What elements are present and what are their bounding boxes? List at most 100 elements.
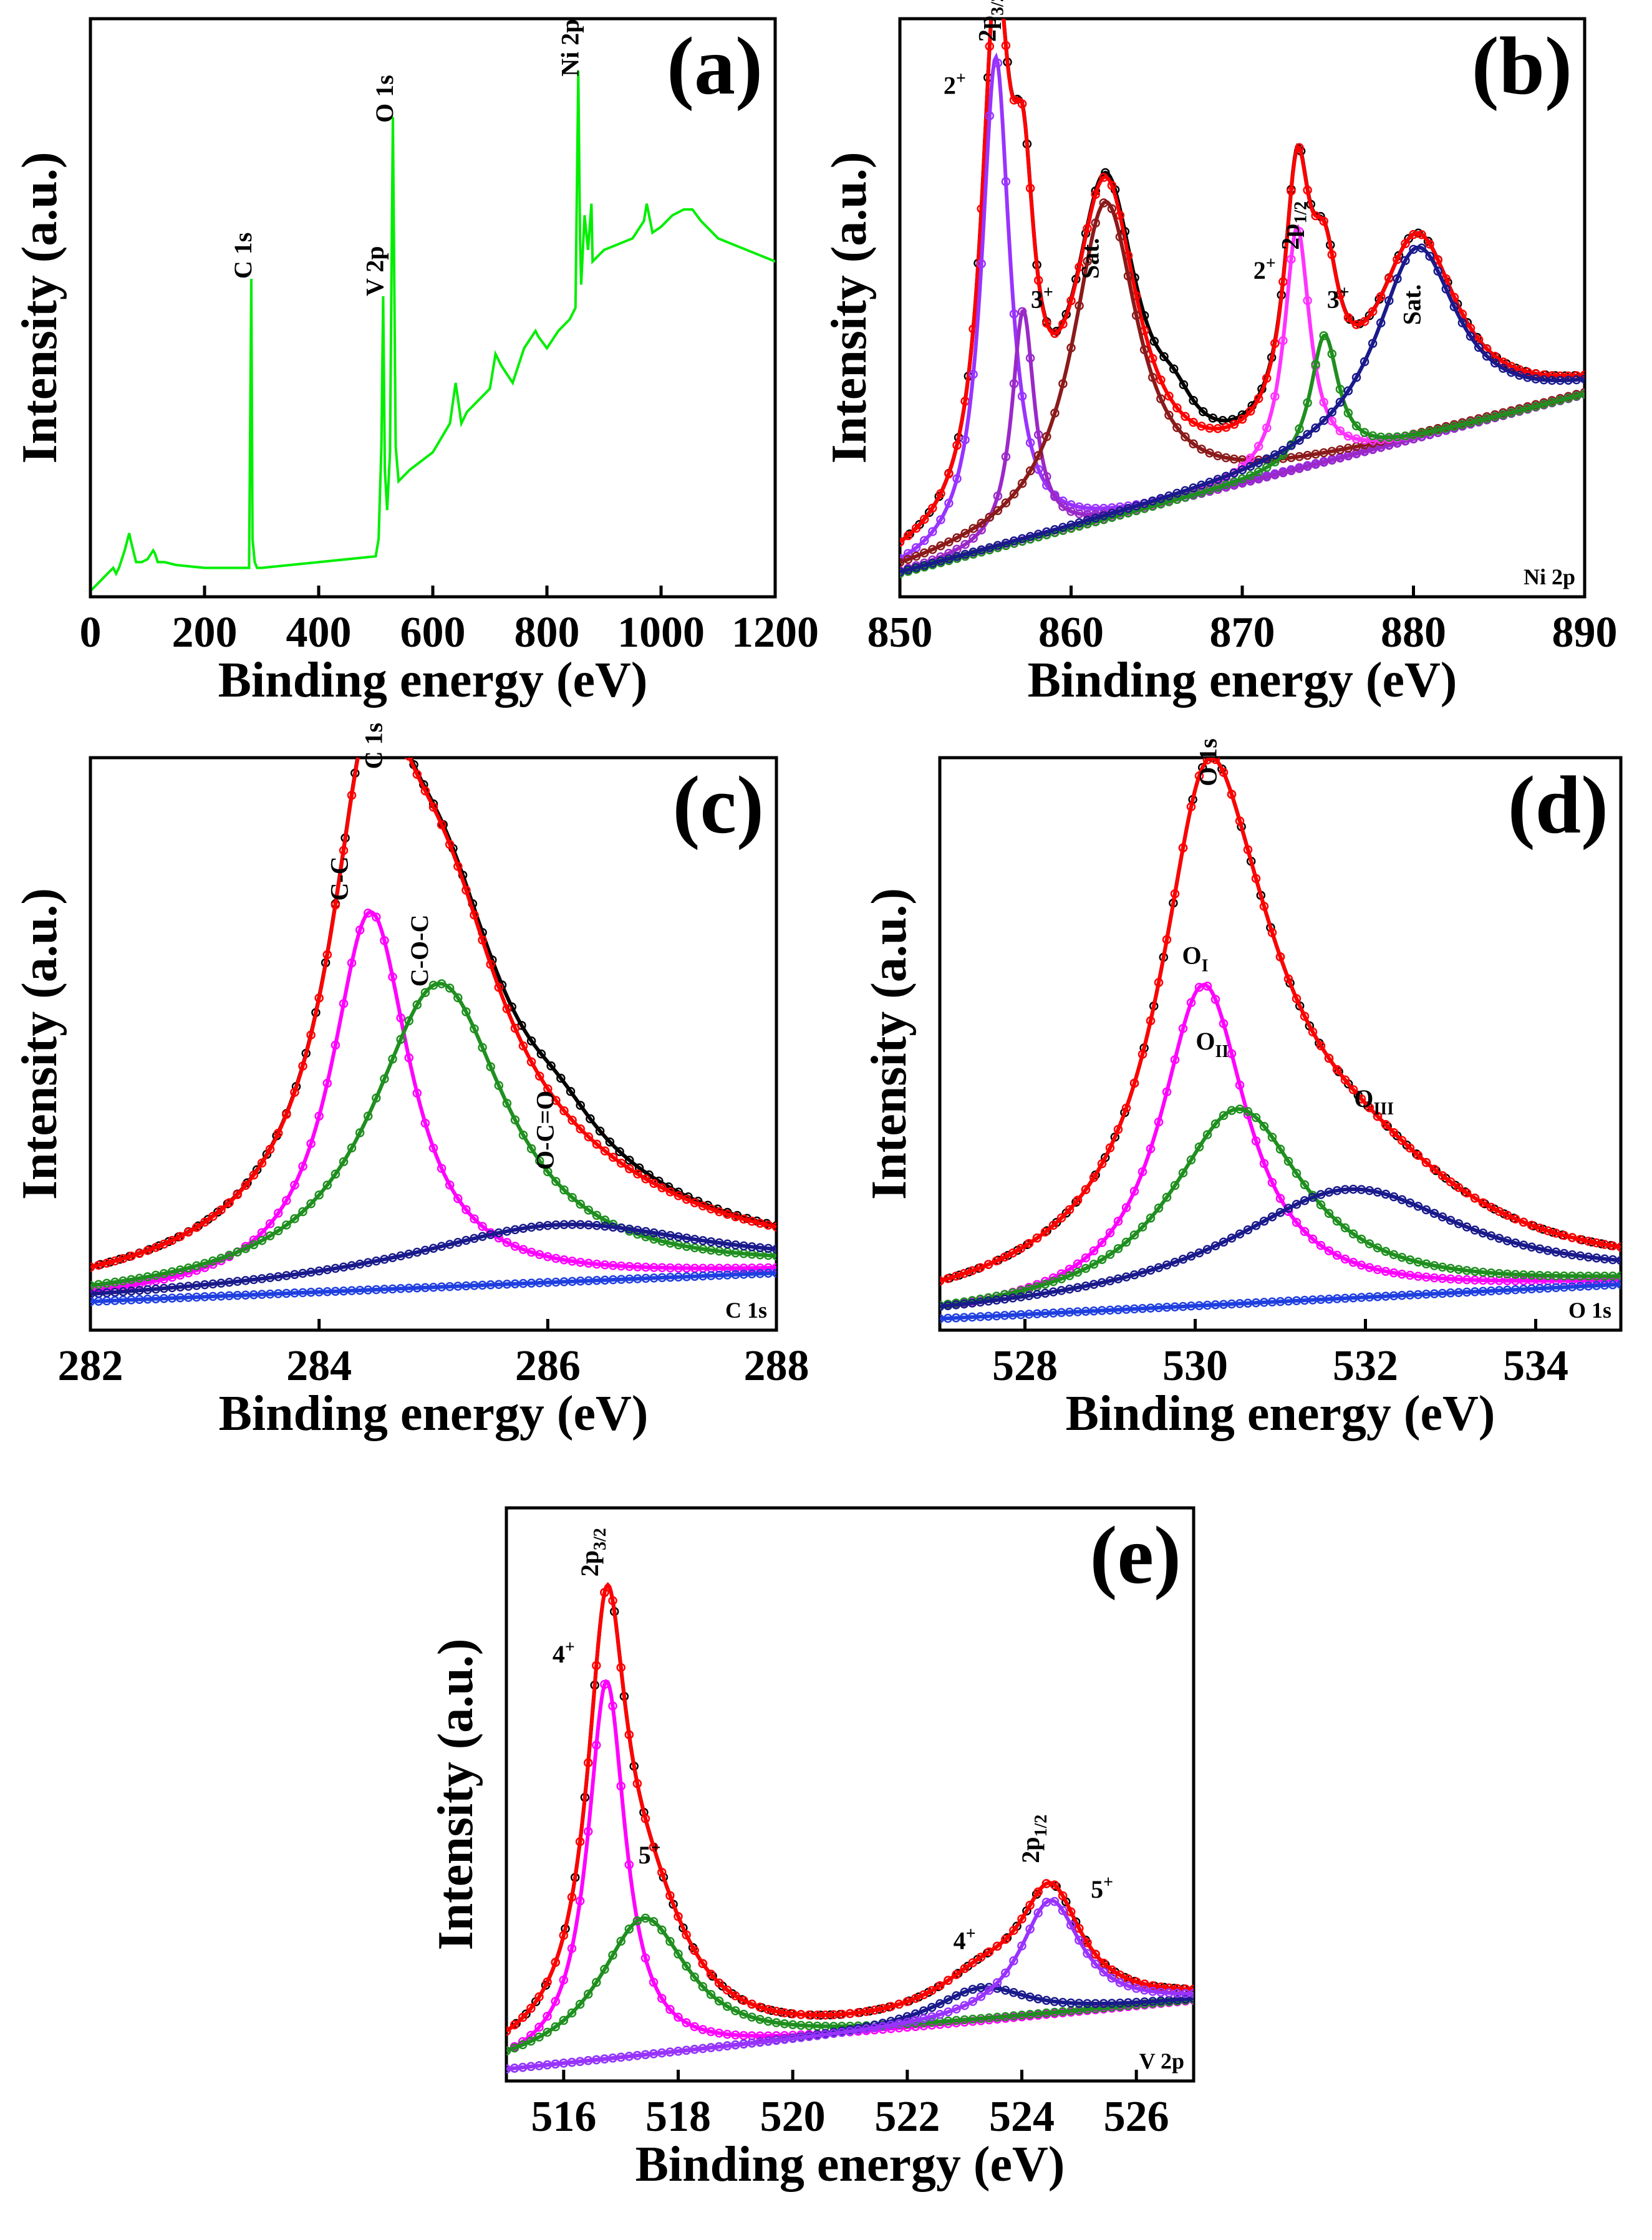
panel-c-marker — [518, 1224, 528, 1233]
panel-b-marker — [1441, 423, 1451, 433]
panel-b-marker — [1156, 494, 1166, 503]
panel-b-marker — [1025, 353, 1035, 363]
panel-c-xtick-label: 284 — [286, 1342, 352, 1390]
panel-d-marker — [1543, 1226, 1553, 1235]
panel-d-marker — [940, 1276, 945, 1286]
panel-c-marker — [290, 1214, 299, 1224]
panel-a-annotation-c-1s: C 1s — [229, 233, 257, 279]
panel-d-marker — [1300, 1180, 1310, 1190]
panel-c-marker — [355, 1128, 365, 1137]
panel-b-marker — [1303, 450, 1312, 460]
panel-b-marker — [1253, 442, 1263, 451]
panel-d-series-fit-envelope — [940, 758, 1621, 1283]
panel-d-marker — [1389, 1128, 1399, 1137]
panel-b-marker — [1189, 395, 1198, 405]
panel-c-marker — [478, 1232, 487, 1242]
panel-c-marker — [556, 1073, 566, 1083]
panel-b-marker — [1058, 523, 1068, 532]
panel-d-marker — [1616, 1280, 1621, 1289]
panel-b-marker — [1425, 239, 1434, 249]
panel-c-marker — [388, 1054, 397, 1064]
panel-e-marker — [575, 1896, 585, 1906]
panel-b-marker — [1311, 359, 1320, 369]
panel-d-marker — [1194, 1248, 1204, 1258]
panel-c-marker — [665, 1230, 675, 1240]
panel-d-marker — [1340, 1223, 1350, 1233]
panel-d-series-background — [940, 1282, 1621, 1321]
panel-c-marker — [420, 1245, 430, 1255]
panel-d-marker — [1283, 974, 1293, 983]
panel-d-marker — [1267, 1132, 1277, 1142]
panel-e-marker — [600, 1964, 609, 1974]
panel-e-marker — [1075, 1935, 1084, 1945]
panel-b-marker — [977, 518, 986, 528]
panel-b-marker — [911, 562, 921, 572]
panel-c-annotation-c-c: C-C — [326, 856, 354, 900]
panel-e-marker — [616, 1663, 626, 1673]
panel-b-marker — [1303, 398, 1312, 408]
panel-d-marker — [1429, 1164, 1439, 1174]
panel-c-marker — [771, 1251, 776, 1261]
panel-b-marker — [1368, 339, 1378, 349]
panel-d-marker — [959, 1268, 969, 1278]
panel-b-marker — [1351, 434, 1361, 444]
panel-e-marker — [1066, 1907, 1076, 1917]
panel-c-marker — [698, 1244, 708, 1254]
panel-d-marker — [1332, 1216, 1342, 1226]
panel-c-marker — [649, 1179, 659, 1189]
panel-e-marker — [960, 1964, 969, 1974]
panel-c: 282 284 286 288 Binding energy (eV) Intensity… — [12, 723, 809, 1441]
panel-b-marker — [1009, 95, 1019, 105]
panel-e-marker — [731, 2006, 740, 2016]
panel-b-marker — [1147, 496, 1157, 506]
panel-b-marker — [1449, 422, 1459, 432]
panel-b-marker — [1181, 492, 1190, 502]
panel-c-marker — [486, 1230, 495, 1240]
panel-c-marker — [470, 1024, 479, 1034]
panel-d-marker — [1016, 1243, 1026, 1253]
panel-b-marker — [1075, 518, 1084, 528]
panel-d-marker — [1437, 1171, 1447, 1180]
panel-c-marker — [437, 1242, 447, 1251]
panel-c-markers-c-o-c — [90, 979, 776, 1290]
panel-d-marker — [1146, 1016, 1156, 1026]
panel-d-marker — [1421, 1259, 1431, 1269]
panel-c-marker — [690, 1243, 700, 1253]
panel-d-annotation-oi: OI — [1182, 941, 1208, 975]
panel-b-marker — [1474, 342, 1484, 352]
panel-c-marker — [566, 1087, 576, 1096]
panel-e-marker — [1140, 1986, 1149, 1995]
panel-b-marker — [1449, 302, 1459, 312]
panel-e-marker — [739, 2039, 748, 2049]
panel-e-marker — [731, 1991, 740, 2001]
panel-b-marker — [1058, 379, 1068, 389]
panel-b-marker — [1025, 531, 1035, 541]
panel-b-marker — [1327, 349, 1337, 359]
panel-c-marker — [314, 1111, 324, 1121]
panel-c-markers-fit-envelope — [90, 758, 776, 1272]
panel-c-marker — [273, 1226, 283, 1235]
panel-d-marker — [1373, 1243, 1383, 1253]
panel-b-marker — [1169, 364, 1179, 374]
panel-d-marker — [1405, 1255, 1415, 1265]
panel-b-marker — [1441, 284, 1451, 294]
panel-d-marker — [1219, 1237, 1229, 1247]
panel-d-marker — [1016, 1292, 1026, 1301]
panel-c-marker — [372, 1256, 381, 1266]
panel-e-marker — [755, 2015, 765, 2024]
panel-e-marker — [657, 1868, 667, 1877]
panel-d-marker — [1437, 1262, 1447, 1272]
panel-c-marker — [183, 1263, 193, 1273]
panel-b-markers-sat-2p3-2 — [900, 198, 1585, 567]
panel-d-marker — [1089, 1280, 1099, 1289]
panel-c-marker — [347, 1143, 357, 1153]
panel-d-marker — [1056, 1213, 1066, 1223]
panel-c-marker — [241, 1180, 251, 1190]
panel-d-marker — [1600, 1240, 1610, 1249]
panel-c-marker — [453, 1194, 463, 1204]
panel-e-marker — [1009, 1926, 1018, 1935]
panel-c-marker — [534, 1250, 544, 1260]
panel-d-marker — [1121, 1203, 1131, 1212]
panel-c-marker — [615, 1147, 624, 1156]
panel-d-marker — [1259, 902, 1269, 911]
